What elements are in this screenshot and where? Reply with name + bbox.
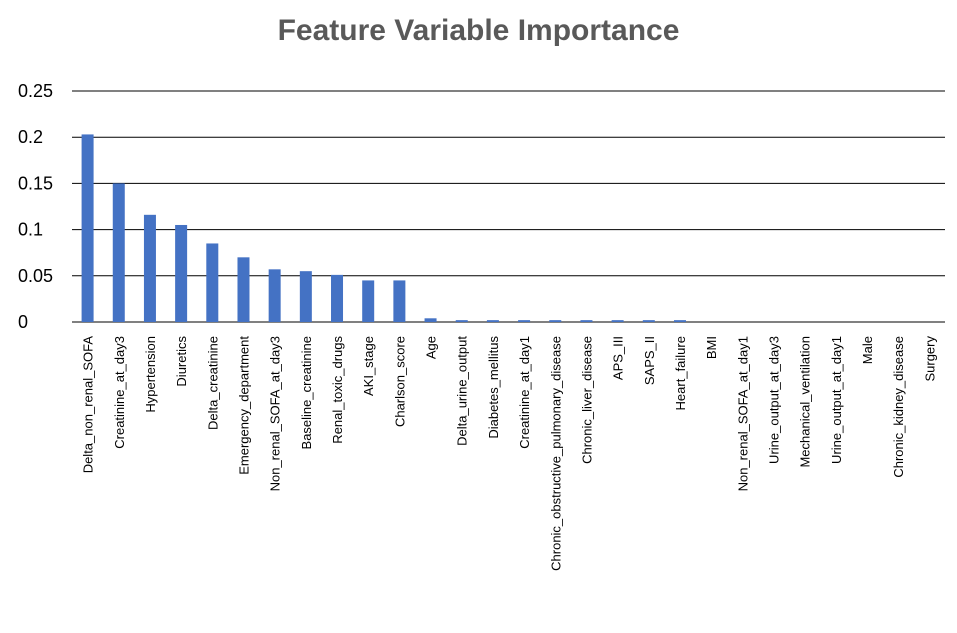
chart-title: Feature Variable Importance: [277, 14, 680, 47]
bar-baseline-creatinine: [299, 271, 312, 322]
gridlines: [72, 90, 945, 323]
x-tick-label: Delta_creatinine: [205, 336, 220, 430]
x-tick-label: SAPS_II: [642, 336, 657, 385]
bar-creatinine-at-day1: [518, 320, 531, 322]
bar-diuretics: [175, 224, 188, 322]
x-tick-label: Baseline_creatinine: [299, 336, 314, 449]
bar-delta-non-renal-sofa: [81, 134, 94, 322]
bar-renal-toxic-drugs: [331, 274, 344, 322]
x-tick-label: Mechanical_ventilation: [798, 336, 813, 468]
x-tick-label: Creatinine_at_day1: [517, 336, 532, 449]
x-tick-label: Urine_output_at_day1: [829, 336, 844, 464]
bar-delta-urine-output: [455, 320, 468, 322]
bar-chronic-obstructive-pulmonary-disease: [549, 320, 562, 322]
x-tick-label: Chronic_liver_disease: [579, 336, 594, 464]
y-tick-label: 0: [18, 312, 28, 332]
bar-hypertension: [143, 214, 156, 322]
bar-diabetes-mellitus: [486, 320, 499, 322]
x-tick-label: BMI: [704, 336, 719, 359]
y-tick-label: 0.1: [18, 220, 43, 240]
x-tick-label: Urine_output_at_day3: [767, 336, 782, 464]
y-tick-label: 0.2: [18, 127, 43, 147]
y-tick-label: 0.15: [18, 173, 53, 193]
bar-aps-iii: [611, 320, 624, 322]
bar-delta-creatinine: [206, 243, 219, 322]
x-tick-label: Surgery: [922, 336, 937, 382]
bar-chronic-liver-disease: [580, 320, 593, 322]
x-axis-ticks: Delta_non_renal_SOFA Creatinine_at_day3 Hy…: [81, 336, 938, 571]
y-tick-label: 0.25: [18, 81, 53, 101]
bar-age: [424, 318, 437, 322]
bar-saps-ii: [642, 320, 655, 322]
x-tick-label: Charlson_score: [392, 336, 407, 427]
x-tick-label: Chronic_kidney_disease: [891, 336, 906, 478]
x-tick-label: Male: [860, 336, 875, 364]
bar-heart-failure: [673, 320, 686, 322]
x-tick-label: Delta_urine_output: [455, 336, 470, 446]
y-axis-ticks: 0 0.05 0.1 0.15 0.2 0.25: [18, 81, 53, 332]
x-tick-label: APS_III: [611, 336, 626, 380]
x-tick-label: Hypertension: [143, 336, 158, 413]
x-tick-label: Diabetes_mellitus: [486, 336, 501, 439]
x-tick-label: Non_renal_SOFA_at_day1: [735, 336, 750, 491]
bar-charlson-score: [393, 280, 406, 322]
bars: [81, 134, 686, 322]
x-tick-label: Emergency_department: [236, 336, 251, 475]
bar-emergency-department: [237, 257, 250, 322]
bar-aki-stage: [362, 280, 375, 322]
x-tick-label: Age: [424, 336, 439, 359]
x-tick-label: Chronic_obstructive_pulmonary_disease: [548, 336, 563, 571]
x-tick-label: Non_renal_SOFA_at_day3: [268, 336, 283, 491]
x-tick-label: Heart_failure: [673, 336, 688, 410]
y-tick-label: 0.05: [18, 266, 53, 286]
x-tick-label: Renal_toxic_drugs: [330, 336, 345, 444]
x-tick-label: Creatinine_at_day3: [112, 336, 127, 449]
bar-creatinine-at-day3: [112, 183, 125, 322]
x-tick-label: Delta_non_renal_SOFA: [81, 336, 96, 474]
x-tick-label: AKI_stage: [361, 336, 376, 396]
bar-non-renal-sofa-at-day3: [268, 269, 281, 322]
x-tick-label: Diuretics: [174, 336, 189, 387]
